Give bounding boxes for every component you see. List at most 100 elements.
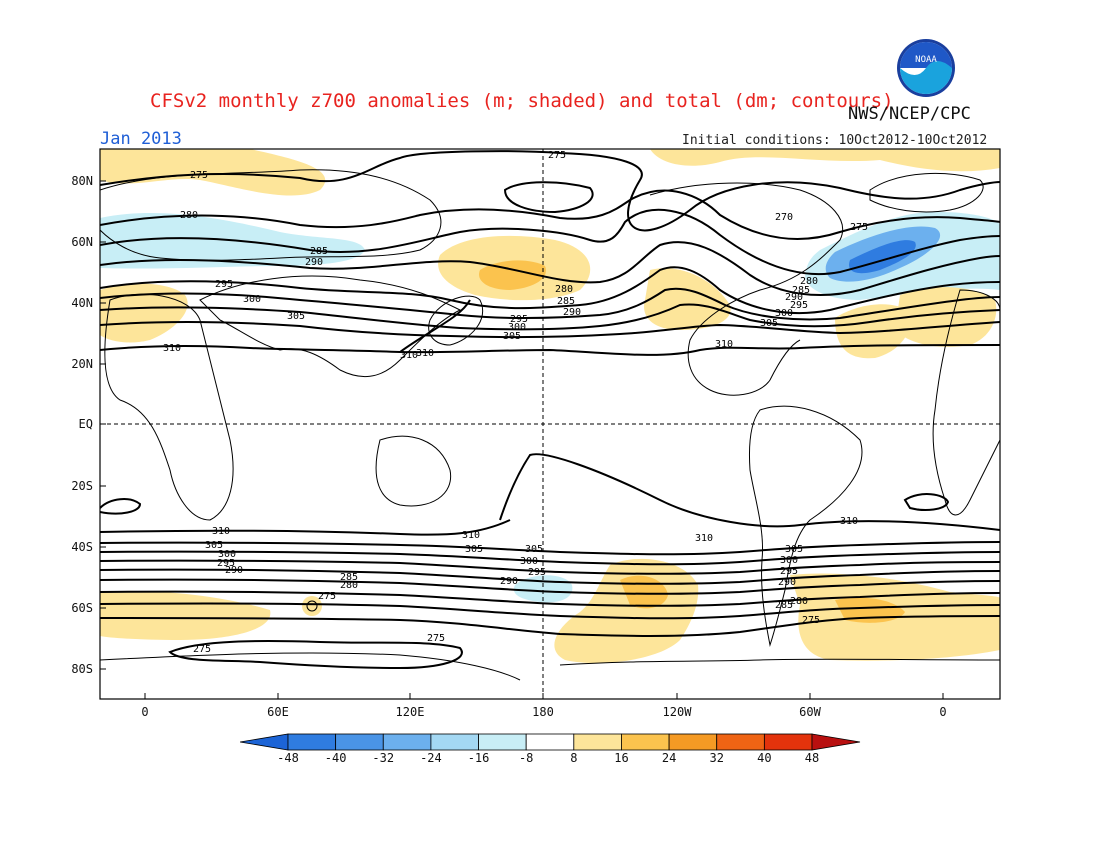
contour-label: 310 [462, 530, 480, 541]
colorbar-label: 8 [570, 751, 578, 765]
contour-label: 290 [305, 257, 323, 268]
contour-label: 300 [775, 308, 793, 319]
contour-label: 305 [503, 331, 521, 342]
contour-label: 275 [427, 633, 445, 644]
contour-label: 295 [528, 567, 546, 578]
colorbar-swatch [763, 733, 813, 751]
contour-label: 275 [190, 170, 208, 181]
colorbar-swatch [668, 733, 718, 751]
colorbar [240, 733, 861, 751]
contour-label: 295 [780, 566, 798, 577]
colorbar-swatch [335, 733, 384, 751]
initial-conditions: Initial conditions: 10Oct2012-10Oct2012 [682, 133, 988, 148]
contour-label: 305 [525, 544, 543, 555]
lat-label: 20S [71, 479, 93, 493]
contour-label: 290 [785, 292, 803, 303]
colorbar-label: 32 [709, 751, 724, 765]
lon-label: 120W [662, 705, 692, 719]
contours [100, 150, 1000, 670]
noaa-logo: NOAA [896, 38, 956, 98]
colorbar-swatch [382, 733, 432, 751]
lon-label: 60E [267, 705, 289, 719]
colorbar-label: 48 [804, 751, 820, 765]
contour-label: 295 [790, 300, 808, 311]
contour-label: 295 [215, 279, 233, 290]
contour-label: 310 [695, 533, 713, 544]
contour-label: 275 [850, 222, 868, 233]
lat-label: 80N [71, 174, 93, 188]
contour-label: 310 [400, 350, 418, 361]
colorbar-swatch [525, 733, 575, 751]
contour-label: 300 [508, 322, 526, 333]
lon-label: 180 [532, 705, 554, 719]
lat-label: 20N [71, 357, 93, 371]
contour-label: 270 [775, 212, 793, 223]
contour-label: 285 [792, 285, 810, 296]
colorbar-label: -8 [518, 751, 534, 765]
contour-label: 310 [163, 343, 181, 354]
contour-label: 310 [715, 339, 733, 350]
axis-ticks [100, 180, 944, 699]
colorbar-swatch [621, 733, 670, 751]
contour-label: 290 [225, 565, 243, 576]
contour-label: 285 [557, 296, 575, 307]
contour-label: 310 [212, 526, 230, 537]
contour-label: 305 [785, 544, 803, 555]
lon-label: 0 [141, 705, 149, 719]
contour-label: 275 [318, 591, 336, 602]
colorbar-label: -48 [277, 751, 299, 765]
colorbar-swatch [478, 733, 527, 751]
contour-label: 305 [205, 540, 223, 551]
lon-label: 60W [799, 705, 821, 719]
contour-label: 275 [548, 150, 566, 161]
contour-label: 305 [287, 311, 305, 322]
lat-label: 40S [71, 540, 93, 554]
chart-title: CFSv2 monthly z700 anomalies (m; shaded)… [150, 90, 894, 112]
contour-label: 295 [217, 558, 235, 569]
source-label: NWS/NCEP/CPC [848, 104, 971, 124]
contour-label: 300 [243, 294, 261, 305]
contour-label: 280 [790, 596, 808, 607]
colorbar-swatch [430, 733, 479, 751]
colorbar-label: 16 [614, 751, 629, 765]
contour-label: 285 [775, 600, 793, 611]
contour-label: 280 [180, 210, 198, 221]
contour-label: 310 [416, 348, 434, 359]
colorbar-label: -24 [420, 751, 442, 765]
colorbar-swatch [287, 733, 337, 751]
contour-labels: 275 275 280 270 275 285 290 295 300 305 … [163, 150, 868, 655]
colorbar-label: -32 [372, 751, 395, 765]
noaa-logo-text: NOAA [915, 55, 937, 65]
colorbar-label: 40 [757, 751, 772, 765]
lat-label: 60N [71, 235, 93, 249]
lat-label: EQ [78, 417, 93, 431]
contour-label: 275 [193, 644, 211, 655]
colorbar-label: 24 [661, 751, 677, 765]
contour-label: 305 [760, 318, 778, 329]
lat-label: 40N [71, 296, 93, 310]
contour-label: 290 [778, 577, 796, 588]
lat-label: 60S [71, 601, 93, 615]
contour-label: 285 [310, 246, 328, 257]
month-label: Jan 2013 [100, 129, 182, 149]
contour-label: 300 [520, 556, 538, 567]
contour-label: 275 [802, 615, 820, 626]
contour-label: 280 [340, 580, 358, 591]
contour-label: 305 [465, 544, 483, 555]
contour-label: 290 [563, 307, 581, 318]
contour-label: 300 [780, 555, 798, 566]
colorbar-swatch [716, 733, 765, 751]
colorbar-arrow-high [811, 733, 861, 751]
lon-label: 0 [939, 705, 947, 719]
contour-label: 300 [218, 549, 236, 560]
contour-label: 285 [340, 572, 358, 583]
contour-label: 280 [555, 284, 573, 295]
lon-label: 120E [395, 705, 425, 719]
colorbar-swatch [573, 733, 622, 751]
contour-label: 295 [510, 314, 528, 325]
contour-label: 310 [840, 516, 858, 527]
colorbar-label: -16 [467, 751, 490, 765]
colorbar-arrow-low [240, 733, 289, 751]
lat-label: 80S [71, 662, 93, 676]
